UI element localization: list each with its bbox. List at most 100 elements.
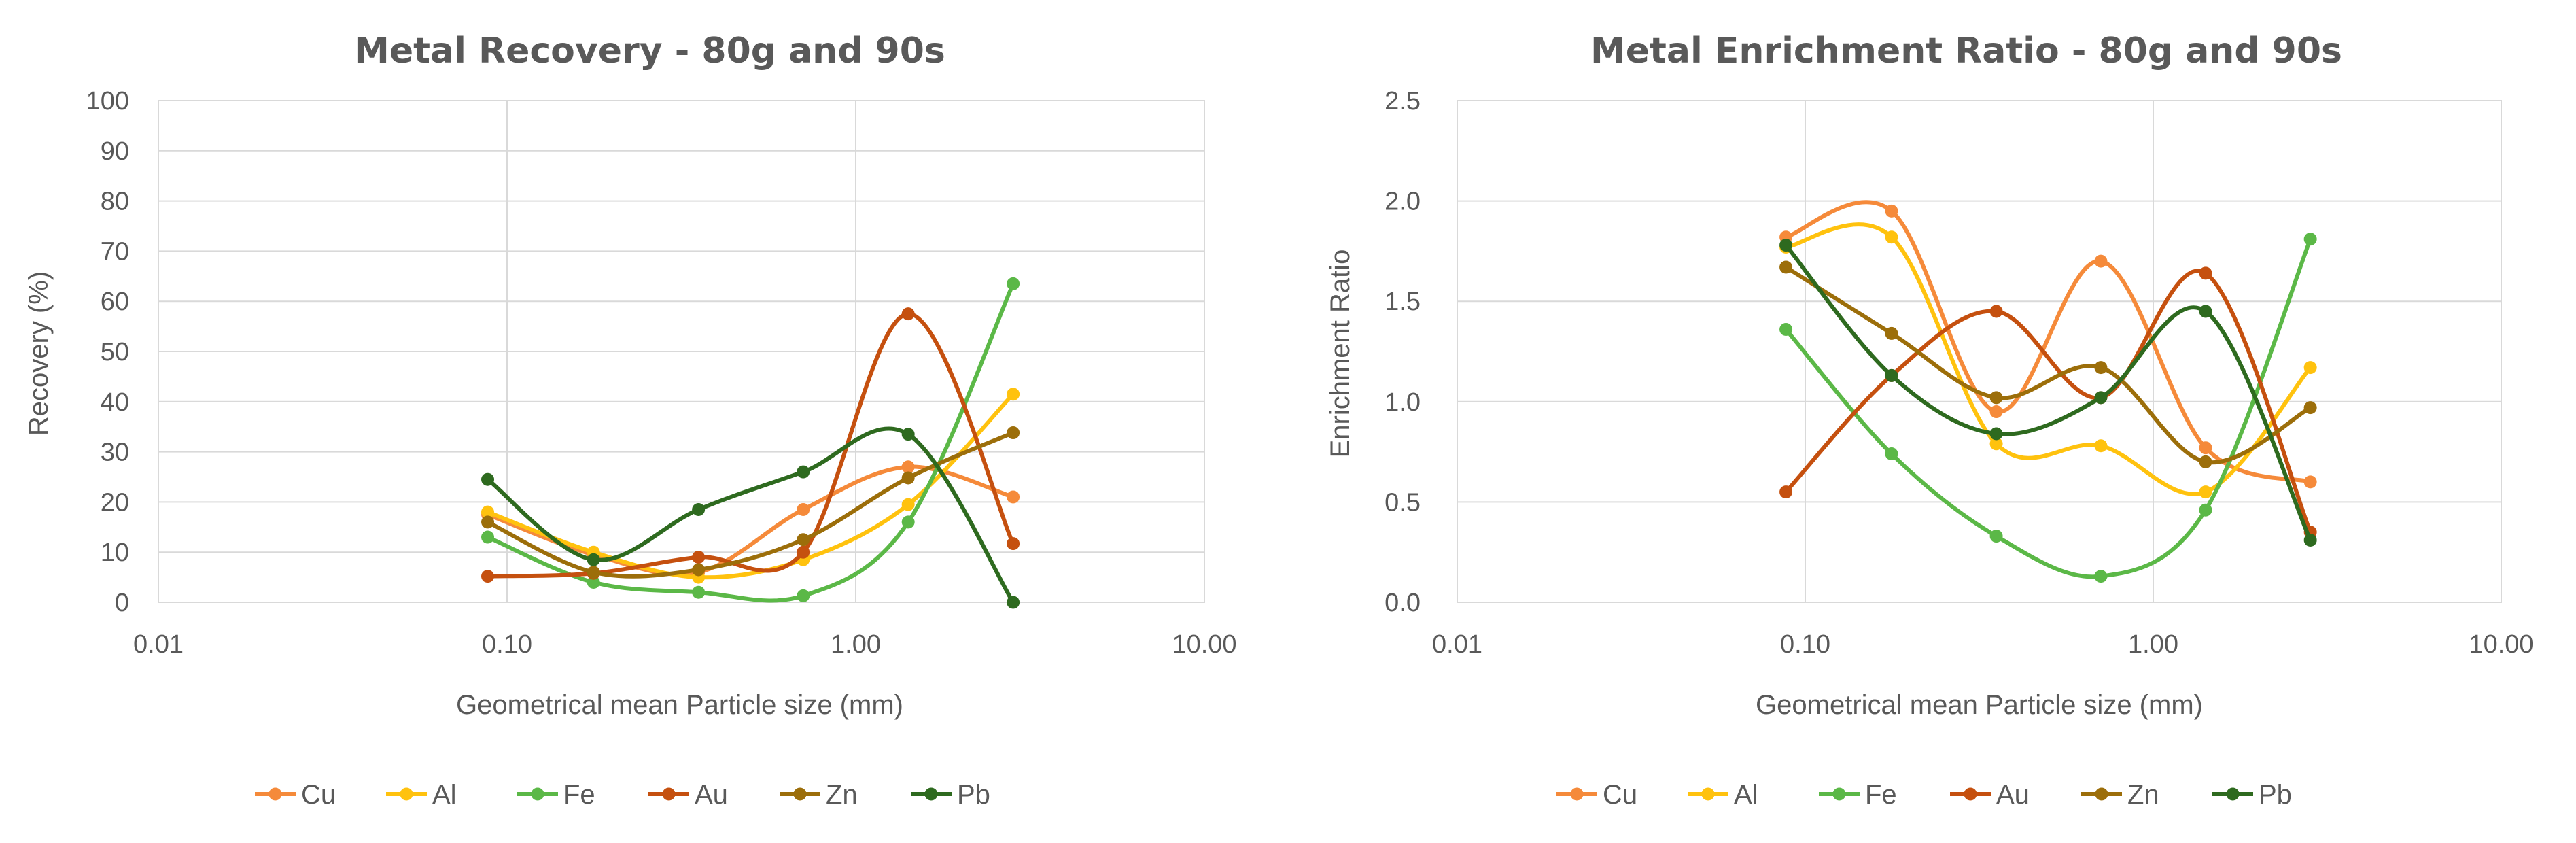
chart2-point-fe bbox=[1989, 530, 2003, 543]
chart2-y-tick-label: 1.0 bbox=[1385, 388, 1421, 417]
chart1-y-tick-label: 70 bbox=[101, 237, 129, 266]
chart1-legend-label-al: Al bbox=[432, 780, 457, 810]
chart2-series-line-au bbox=[1783, 269, 2313, 534]
chart1-y-tick-label: 30 bbox=[101, 438, 129, 467]
chart2-y-axis-label: Enrichment Ratio bbox=[1325, 250, 1355, 458]
chart2-point-pb bbox=[2094, 391, 2108, 405]
chart1-series-line-pb bbox=[485, 426, 1015, 604]
chart2-plot-area bbox=[1457, 100, 2502, 603]
chart2-y-tick-label: 0.5 bbox=[1385, 488, 1421, 517]
chart1-point-cu bbox=[797, 502, 810, 516]
chart2-point-fe bbox=[2199, 503, 2212, 517]
chart1-point-zn bbox=[1007, 426, 1020, 440]
chart1-point-au bbox=[1007, 537, 1020, 551]
chart2-legend-marker-fe bbox=[1832, 787, 1846, 801]
chart2-point-au bbox=[1989, 305, 2003, 318]
chart1-point-zn bbox=[692, 563, 706, 577]
chart2-legend-marker-pb bbox=[2226, 787, 2240, 801]
chart2-point-cu bbox=[1885, 204, 1898, 218]
chart2-x-tick-label: 0.01 bbox=[1432, 630, 1482, 659]
chart2-point-zn bbox=[2303, 401, 2317, 415]
chart1-point-pb bbox=[797, 465, 810, 479]
chart1-legend-label-pb: Pb bbox=[957, 780, 990, 810]
chart2-title: Metal Enrichment Ratio - 80g and 90s bbox=[1590, 31, 2342, 71]
chart2-point-zn bbox=[1989, 391, 2003, 405]
chart2-legend-label-au: Au bbox=[1996, 780, 2030, 810]
chart2-x-tick-label: 10.00 bbox=[2469, 630, 2533, 659]
chart2-point-fe bbox=[2094, 570, 2108, 583]
chart2-point-fe bbox=[2303, 233, 2317, 246]
chart2-point-zn bbox=[2199, 455, 2212, 468]
chart1-x-tick-label: 0.01 bbox=[133, 630, 184, 659]
chart2-point-al bbox=[2094, 439, 2108, 453]
chart1-y-tick-label: 90 bbox=[101, 137, 129, 166]
chart1-legend-label-fe: Fe bbox=[563, 780, 595, 810]
chart2-x-axis-label: Geometrical mean Particle size (mm) bbox=[1756, 690, 2203, 720]
chart2-x-tick-label: 1.00 bbox=[2128, 630, 2178, 659]
chart1-series-line-cu bbox=[485, 464, 1015, 577]
chart1-y-axis-label: Recovery (%) bbox=[24, 271, 54, 436]
chart1-legend-marker-cu bbox=[268, 787, 282, 801]
chart1-point-cu bbox=[901, 460, 915, 474]
chart1-y-tick-label: 60 bbox=[101, 288, 129, 316]
chart1-plot-area bbox=[158, 100, 1205, 603]
chart1-point-au bbox=[797, 545, 810, 559]
chart2-point-fe bbox=[1779, 323, 1793, 337]
chart1-y-tick-label: 20 bbox=[101, 488, 129, 517]
chart1-point-al bbox=[481, 505, 495, 519]
chart1-point-au bbox=[692, 551, 706, 564]
chart2-y-tick-label: 1.5 bbox=[1385, 288, 1421, 316]
chart1-y-tick-label: 0 bbox=[115, 589, 129, 617]
chart1-point-fe bbox=[587, 575, 600, 589]
chart1-point-pb bbox=[1007, 596, 1020, 609]
chart2-legend-marker-cu bbox=[1570, 787, 1584, 801]
chart1-y-tick-label: 10 bbox=[101, 538, 129, 567]
chart2-point-pb bbox=[1885, 368, 1898, 382]
chart1-x-tick-label: 0.10 bbox=[482, 630, 532, 659]
chart1-point-au bbox=[481, 570, 495, 583]
chart1-point-au bbox=[901, 307, 915, 321]
chart1-legend-marker-al bbox=[400, 787, 413, 801]
chart1-title: Metal Recovery - 80g and 90s bbox=[354, 31, 945, 71]
chart2-legend-label-al: Al bbox=[1734, 780, 1758, 810]
chart2-point-pb bbox=[1779, 239, 1793, 252]
chart2-legend-label-fe: Fe bbox=[1865, 780, 1897, 810]
chart2-series-line-cu bbox=[1783, 200, 2313, 484]
chart1-point-zn bbox=[587, 566, 600, 579]
chart1-point-zn bbox=[797, 533, 810, 547]
chart2-point-cu bbox=[2094, 254, 2108, 268]
chart2-series-line-fe bbox=[1783, 237, 2313, 579]
chart2-point-fe bbox=[1885, 447, 1898, 461]
chart1-series-line-au bbox=[485, 311, 1015, 579]
chart1-point-pb bbox=[901, 428, 915, 441]
chart2-point-cu bbox=[2303, 475, 2317, 489]
chart1-legend-marker-au bbox=[662, 787, 676, 801]
chart2-point-pb bbox=[2199, 305, 2212, 318]
chart1-x-tick-label: 1.00 bbox=[831, 630, 881, 659]
chart1-series-line-zn bbox=[485, 430, 1015, 579]
chart2-point-au bbox=[2199, 266, 2212, 280]
chart1-legend-label-au: Au bbox=[695, 780, 728, 810]
chart2-legend-marker-zn bbox=[2095, 787, 2108, 801]
chart1-point-zn bbox=[481, 515, 495, 529]
chart2-point-zn bbox=[1779, 260, 1793, 274]
chart1-legend-marker-zn bbox=[793, 787, 807, 801]
chart2-y-tick-label: 0.0 bbox=[1385, 589, 1421, 617]
chart1-point-fe bbox=[481, 530, 495, 544]
chart2-point-zn bbox=[2094, 361, 2108, 375]
chart1-point-fe bbox=[901, 515, 915, 529]
chart2-point-al bbox=[1989, 437, 2003, 451]
chart1-point-pb bbox=[692, 502, 706, 516]
chart1-point-zn bbox=[901, 471, 915, 485]
chart2-series-line-pb bbox=[1783, 243, 2313, 543]
chart1-y-tick-label: 50 bbox=[101, 338, 129, 366]
chart1-point-pb bbox=[481, 472, 495, 486]
chart2-point-al bbox=[2199, 485, 2212, 499]
chart1-series-line-fe bbox=[485, 281, 1015, 603]
chart1-legend-marker-fe bbox=[531, 787, 544, 801]
chart2-point-al bbox=[1885, 230, 1898, 244]
chart2-legend-label-pb: Pb bbox=[2259, 780, 2292, 810]
chart2-point-au bbox=[1779, 485, 1793, 499]
chart2-point-al bbox=[2303, 361, 2317, 375]
